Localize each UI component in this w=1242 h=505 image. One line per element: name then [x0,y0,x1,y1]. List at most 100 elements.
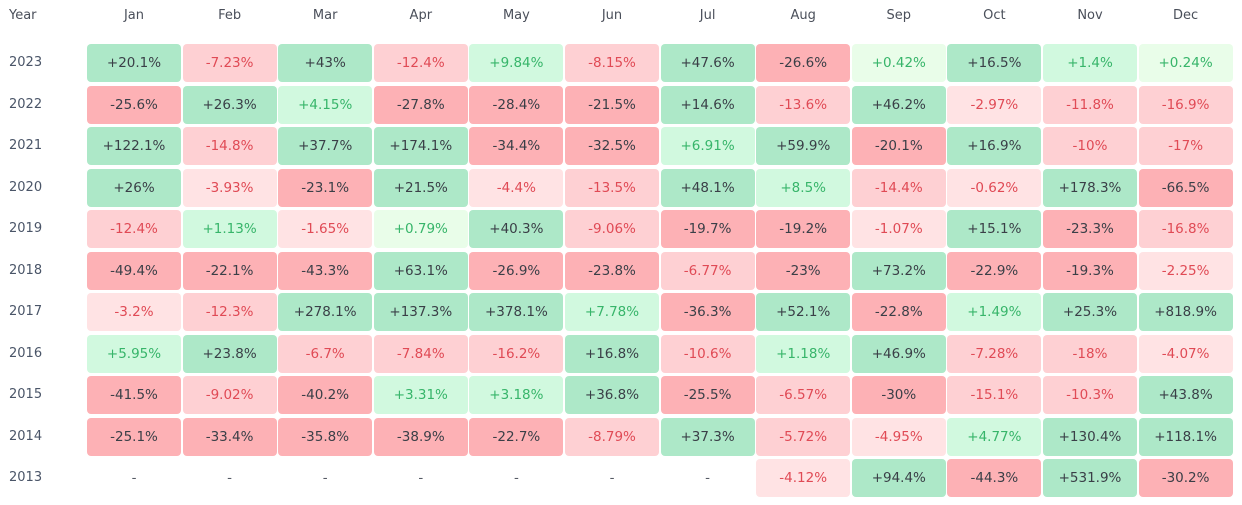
return-cell-2019-nov: -23.3% [1043,210,1137,248]
return-cell-2020-may: -4.4% [469,168,564,207]
return-cell-2014-sep: -4.95% [851,417,946,456]
return-cell-2014-may: -22.7% [469,417,564,456]
return-cell-2021-nov: -10% [1043,127,1137,165]
month-header-feb: Feb [218,8,242,23]
return-cell-2013-oct: -44.3% [947,459,1042,497]
return-cell-2023-jan: +20.1% [87,44,181,82]
return-cell-2018-dec: -2.25% [1138,251,1233,290]
return-cell-2023-mar: +43% [278,44,373,82]
return-cell-2023-may: +9.84% [469,44,564,82]
return-cell-2016-dec: -4.07% [1138,334,1233,373]
month-header-mar: Mar [312,8,338,23]
return-cell-2022-sep: +46.2% [851,85,946,124]
return-cell-2018-aug: -23% [756,251,851,290]
return-cell-2018-sep: +73.2% [851,251,946,290]
return-cell-2013-nov: +531.9% [1043,459,1137,497]
year-label-2023: 2023 [9,55,43,70]
year-label-2020: 2020 [9,179,43,195]
return-cell-2017-oct: +1.49% [947,293,1042,331]
return-cell-2017-nov: +25.3% [1043,293,1137,331]
month-header-may: May [502,8,530,23]
return-cell-2014-oct: +4.77% [947,417,1042,456]
return-cell-2020-sep: -14.4% [851,168,946,207]
return-cell-2019-jun: -9.06% [565,210,659,248]
return-cell-2015-nov: -10.3% [1043,376,1137,414]
return-cell-2020-oct: -0.62% [947,168,1042,207]
return-cell-2014-apr: -38.9% [373,417,468,456]
return-cell-2013-feb: - [227,470,233,486]
return-cell-2015-jun: +36.8% [565,376,659,414]
month-header-apr: Apr [409,8,433,23]
return-cell-2022-jan: -25.6% [87,85,181,124]
year-label-2019: 2019 [9,221,43,236]
return-cell-2017-apr: +137.3% [373,293,468,331]
return-cell-2013-dec: -30.2% [1138,459,1233,497]
return-cell-2015-dec: +43.8% [1138,376,1233,414]
return-cell-2017-feb: -12.3% [182,293,277,331]
return-cell-2020-dec: -66.5% [1138,168,1233,207]
return-cell-2017-may: +378.1% [469,293,564,331]
return-cell-2022-apr: -27.8% [373,85,468,124]
month-header-sep: Sep [886,8,912,23]
return-cell-2021-dec: -17% [1138,127,1233,165]
return-cell-2018-mar: -43.3% [278,251,373,290]
return-cell-2019-may: +40.3% [469,210,564,248]
return-cell-2017-jun: +7.78% [565,293,659,331]
return-cell-2021-feb: -14.8% [182,127,277,165]
return-cell-2016-may: -16.2% [469,334,564,373]
return-cell-2013-apr: - [418,470,424,486]
return-cell-2023-nov: +1.4% [1043,44,1137,82]
month-header-nov: Nov [1077,8,1103,23]
return-cell-2021-apr: +174.1% [373,127,468,165]
month-header-dec: Dec [1173,8,1199,23]
return-cell-2022-jul: +14.6% [660,85,755,124]
return-cell-2022-jun: -21.5% [565,85,659,124]
year-label-2022: 2022 [9,96,43,112]
month-header-oct: Oct [983,8,1006,23]
year-label-2018: 2018 [9,262,43,278]
return-cell-2013-mar: - [322,470,328,486]
return-cell-2023-aug: -26.6% [756,44,851,82]
return-cell-2022-mar: +4.15% [278,85,373,124]
return-cell-2018-jun: -23.8% [565,251,659,290]
return-cell-2020-feb: -3.93% [182,168,277,207]
return-cell-2019-jan: -12.4% [87,210,181,248]
year-label-2016: 2016 [9,345,43,361]
return-cell-2014-jan: -25.1% [87,417,181,456]
return-cell-2016-mar: -6.7% [278,334,373,373]
return-cell-2019-mar: -1.65% [278,210,373,248]
return-cell-2015-apr: +3.31% [373,376,468,414]
return-cell-2019-feb: +1.13% [182,210,277,248]
return-cell-2023-dec: +0.24% [1138,44,1233,82]
return-cell-2014-jun: -8.79% [565,417,659,456]
return-cell-2020-aug: +8.5% [756,168,851,207]
return-cell-2023-jun: -8.15% [565,44,659,82]
return-cell-2014-aug: -5.72% [756,417,851,456]
return-cell-2021-jun: -32.5% [565,127,659,165]
return-cell-2013-jun: - [609,470,615,486]
return-cell-2020-apr: +21.5% [373,168,468,207]
return-cell-2022-nov: -11.8% [1043,85,1137,124]
return-cell-2023-apr: -12.4% [373,44,468,82]
return-cell-2020-jan: +26% [87,168,181,207]
return-cell-2022-dec: -16.9% [1138,85,1233,124]
return-cell-2016-feb: +23.8% [182,334,277,373]
return-cell-2016-apr: -7.84% [373,334,468,373]
return-cell-2021-oct: +16.9% [947,127,1042,165]
return-cell-2018-feb: -22.1% [182,251,277,290]
return-cell-2020-nov: +178.3% [1043,168,1137,207]
return-cell-2015-may: +3.18% [469,376,564,414]
return-cell-2022-aug: -13.6% [756,85,851,124]
return-cell-2014-dec: +118.1% [1138,417,1233,456]
return-cell-2015-jan: -41.5% [87,376,181,414]
return-cell-2021-may: -34.4% [469,127,564,165]
return-cell-2016-aug: +1.18% [756,334,851,373]
return-cell-2016-jun: +16.8% [565,334,659,373]
return-cell-2021-mar: +37.7% [278,127,373,165]
return-cell-2016-jan: +5.95% [87,334,181,373]
return-cell-2015-mar: -40.2% [278,376,373,414]
return-cell-2023-sep: +0.42% [851,44,946,82]
return-cell-2016-oct: -7.28% [947,334,1042,373]
return-cell-2013-sep: +94.4% [851,459,946,497]
